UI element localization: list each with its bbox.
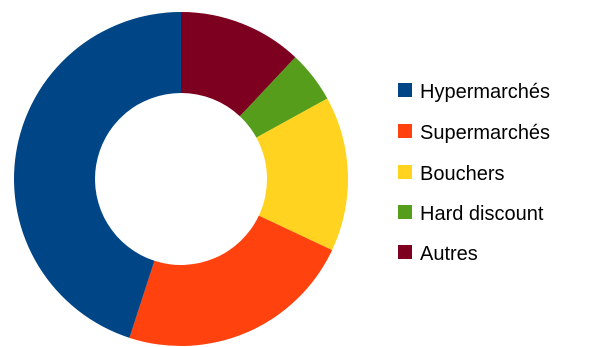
legend-label-hard-discount: Hard discount [420, 203, 544, 225]
legend-swatch-autres [398, 245, 412, 259]
slice-hard-discount [239, 57, 328, 138]
legend-label-supermarches: Supermarchés [420, 122, 550, 144]
slice-bouchers [256, 98, 348, 251]
slice-supermarches [129, 215, 333, 347]
donut-slices [13, 12, 348, 347]
slice-hypermarches [13, 12, 182, 338]
legend-item-bouchers: Bouchers [398, 163, 505, 185]
legend-label-hypermarches: Hypermarchés [420, 81, 550, 103]
legend-item-supermarches: Supermarchés [398, 122, 550, 144]
legend-swatch-hypermarches [398, 83, 412, 97]
slice-autres [181, 12, 296, 117]
legend-label-bouchers: Bouchers [420, 163, 505, 185]
legend-item-autres: Autres [398, 243, 478, 265]
legend-item-hypermarches: Hypermarchés [398, 81, 550, 103]
legend-label-autres: Autres [420, 243, 478, 265]
legend-swatch-supermarches [398, 124, 412, 138]
legend: Hypermarchés Supermarchés Bouchers Hard … [398, 81, 550, 265]
legend-item-hard-discount: Hard discount [398, 203, 544, 225]
legend-swatch-hard-discount [398, 205, 412, 219]
legend-swatch-bouchers [398, 165, 412, 179]
